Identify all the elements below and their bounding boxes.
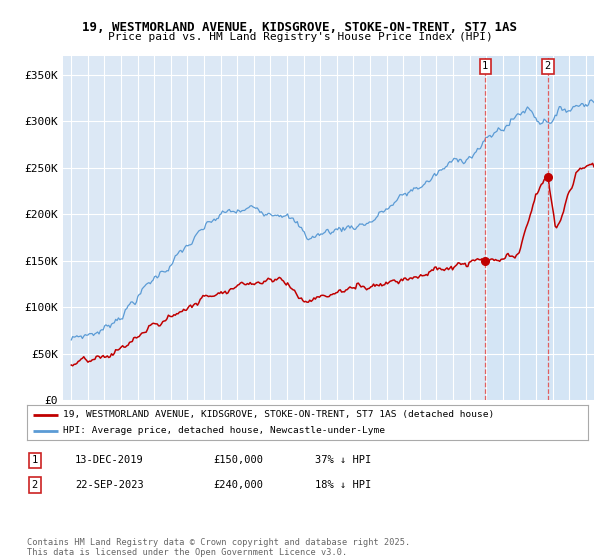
Text: 1: 1 — [482, 61, 488, 71]
Text: 1: 1 — [32, 455, 38, 465]
Text: 37% ↓ HPI: 37% ↓ HPI — [315, 455, 371, 465]
Text: 2: 2 — [32, 480, 38, 490]
Text: Price paid vs. HM Land Registry's House Price Index (HPI): Price paid vs. HM Land Registry's House … — [107, 32, 493, 43]
Text: 22-SEP-2023: 22-SEP-2023 — [75, 480, 144, 490]
Text: Contains HM Land Registry data © Crown copyright and database right 2025.
This d: Contains HM Land Registry data © Crown c… — [27, 538, 410, 557]
Text: £240,000: £240,000 — [213, 480, 263, 490]
Text: 19, WESTMORLAND AVENUE, KIDSGROVE, STOKE-ON-TRENT, ST7 1AS: 19, WESTMORLAND AVENUE, KIDSGROVE, STOKE… — [83, 21, 517, 34]
Text: HPI: Average price, detached house, Newcastle-under-Lyme: HPI: Average price, detached house, Newc… — [64, 426, 385, 436]
Text: 19, WESTMORLAND AVENUE, KIDSGROVE, STOKE-ON-TRENT, ST7 1AS (detached house): 19, WESTMORLAND AVENUE, KIDSGROVE, STOKE… — [64, 410, 495, 419]
Text: £150,000: £150,000 — [213, 455, 263, 465]
Text: 2: 2 — [545, 61, 551, 71]
Text: 13-DEC-2019: 13-DEC-2019 — [75, 455, 144, 465]
Bar — [485, 56, 594, 400]
Text: 18% ↓ HPI: 18% ↓ HPI — [315, 480, 371, 490]
